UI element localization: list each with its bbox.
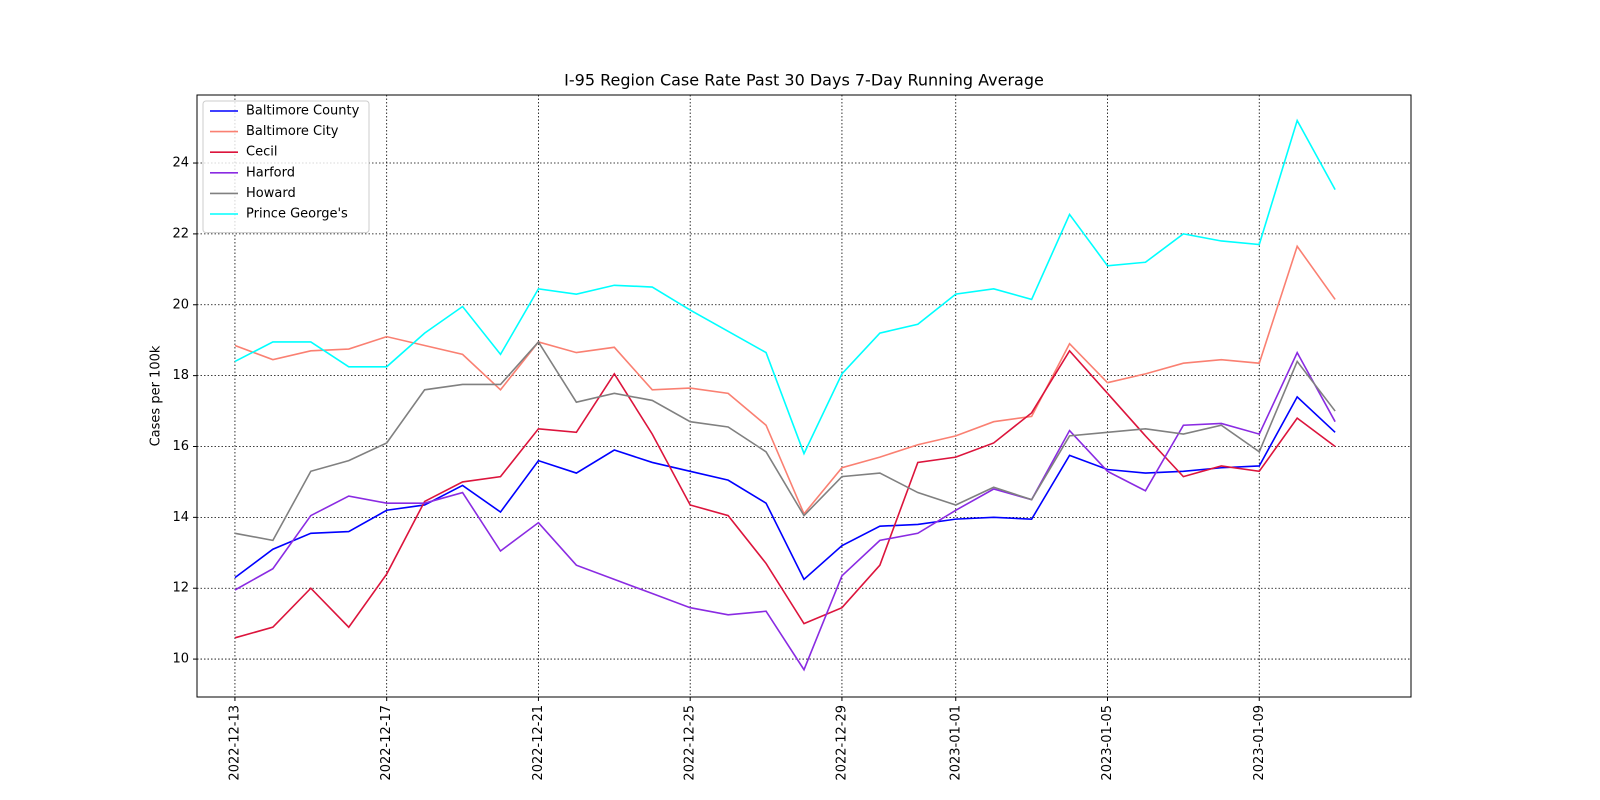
plot-frame	[196, 94, 1412, 698]
x-tick-label: 2022-12-25	[683, 705, 698, 781]
legend-box	[202, 100, 370, 234]
x-tick-label: 2022-12-13	[227, 705, 242, 781]
y-tick-label: 16	[172, 439, 189, 454]
series-line	[234, 340, 1336, 542]
y-tick-label: 20	[172, 297, 189, 312]
y-tick-label: 12	[172, 581, 189, 596]
legend-label: Baltimore County	[246, 104, 360, 119]
legend-label: Howard	[246, 186, 296, 201]
x-tick-label: 2022-12-21	[531, 705, 546, 781]
y-tick-label: 10	[172, 652, 189, 667]
y-tick-label: 24	[172, 156, 189, 171]
y-axis-label: Cases per 100k	[149, 345, 164, 446]
series-line	[234, 350, 1336, 672]
series-line	[234, 244, 1336, 516]
series-line	[234, 395, 1336, 581]
y-tick-label: 22	[172, 226, 189, 241]
y-tick-label: 18	[172, 368, 189, 383]
legend-label: Harford	[246, 165, 295, 180]
x-tick-label: 2022-12-29	[834, 705, 849, 781]
x-tick-label: 2023-01-09	[1252, 705, 1267, 781]
x-tick-label: 2023-01-01	[948, 705, 963, 781]
chart-title: I-95 Region Case Rate Past 30 Days 7-Day…	[564, 71, 1044, 90]
series-line	[234, 349, 1336, 639]
legend-label: Cecil	[246, 145, 277, 160]
x-tick-label: 2023-01-05	[1100, 705, 1115, 781]
series-line	[234, 118, 1336, 456]
legend: Baltimore County Baltimore City Cecil Harfo…	[202, 100, 370, 234]
x-tick-label: 2022-12-17	[379, 705, 394, 781]
legend-label: Prince George's	[246, 207, 348, 222]
legend-label: Baltimore City	[246, 124, 339, 139]
y-tick-label: 14	[172, 510, 189, 525]
